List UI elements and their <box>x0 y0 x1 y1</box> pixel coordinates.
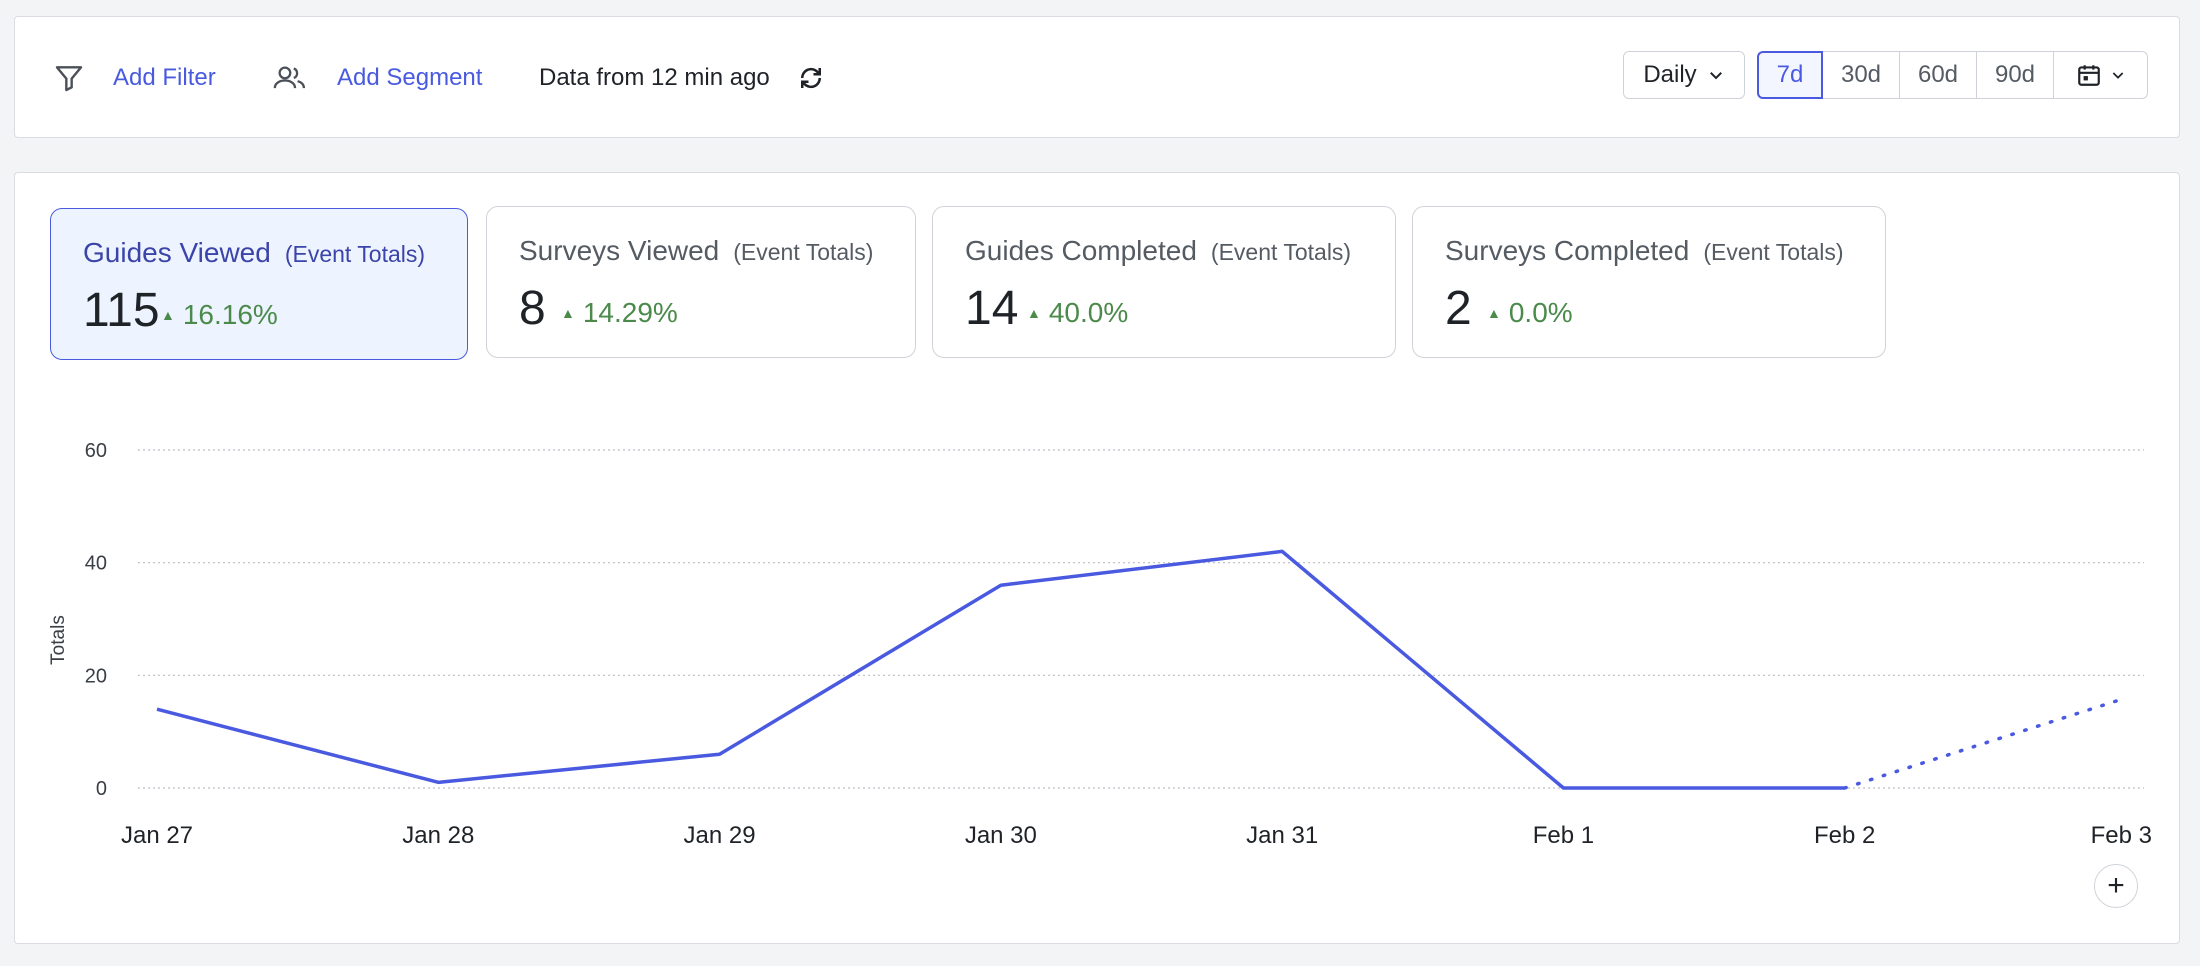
x-tick-label: Feb 2 <box>1814 822 1875 849</box>
card-title-text: Guides Viewed <box>83 237 271 268</box>
period-7d-button[interactable]: 7d <box>1757 51 1823 99</box>
interval-label: Daily <box>1643 61 1697 88</box>
y-tick-label: 20 <box>85 665 107 687</box>
add-filter-button[interactable]: Add Filter <box>53 17 216 139</box>
card-title: Guides Completed (Event Totals) <box>965 235 1351 267</box>
card-subtitle: (Event Totals) <box>1210 239 1352 265</box>
card-delta-value: 0.0% <box>1508 297 1573 328</box>
add-filter-label: Add Filter <box>113 64 216 91</box>
card-title-text: Surveys Completed <box>1445 235 1690 266</box>
x-tick-label: Feb 1 <box>1533 822 1594 849</box>
add-segment-label: Add Segment <box>337 64 483 91</box>
y-tick-label: 40 <box>85 553 107 575</box>
card-subtitle: (Event Totals) <box>733 239 874 265</box>
data-freshness-text: Data from 12 min ago <box>539 64 770 91</box>
period-30d-button[interactable]: 30d <box>1823 51 1900 99</box>
chevron-down-icon <box>1707 66 1725 84</box>
chevron-down-icon <box>2110 67 2126 83</box>
plus-icon: + <box>2107 869 2125 902</box>
card-title: Surveys Completed (Event Totals) <box>1445 235 1844 267</box>
card-delta: ▲ 14.29% <box>561 297 678 329</box>
card-delta: ▲ 16.16% <box>161 299 278 331</box>
x-tick-label: Jan 28 <box>402 822 474 849</box>
data-freshness: Data from 12 min ago <box>539 17 826 139</box>
card-guides-completed[interactable]: Guides Completed (Event Totals) 14 ▲ 40.0% <box>932 206 1396 358</box>
card-title: Surveys Viewed (Event Totals) <box>519 235 873 267</box>
period-60d-button[interactable]: 60d <box>1900 51 1977 99</box>
card-value: 14 <box>965 282 1019 335</box>
card-delta: ▲ 40.0% <box>1027 297 1128 329</box>
refresh-icon[interactable] <box>796 63 826 93</box>
card-title-text: Surveys Viewed <box>519 235 720 266</box>
x-tick-label: Jan 30 <box>965 822 1037 849</box>
card-delta-value: 16.16% <box>182 299 278 330</box>
triangle-up-icon: ▲ <box>1487 305 1501 321</box>
toolbar: Add Filter Add Segment Data from 12 min … <box>14 16 2180 138</box>
users-icon <box>271 62 309 94</box>
series-line-projected <box>1842 696 2128 790</box>
card-value: 2 <box>1445 282 1472 335</box>
triangle-up-icon: ▲ <box>161 307 175 323</box>
y-tick-label: 60 <box>85 440 107 462</box>
calendar-icon <box>2076 62 2102 88</box>
card-surveys-completed[interactable]: Surveys Completed (Event Totals) 2 ▲ 0.0% <box>1412 206 1886 358</box>
card-surveys-viewed[interactable]: Surveys Viewed (Event Totals) 8 ▲ 14.29% <box>486 206 916 358</box>
card-subtitle: (Event Totals) <box>1703 239 1844 265</box>
y-tick-label: 0 <box>96 778 107 800</box>
filter-icon <box>53 62 85 94</box>
triangle-up-icon: ▲ <box>1027 305 1041 321</box>
triangle-up-icon: ▲ <box>561 305 575 321</box>
y-axis-label: Totals <box>48 615 69 665</box>
card-title-text: Guides Completed <box>965 235 1197 266</box>
card-guides-viewed[interactable]: Guides Viewed (Event Totals) 115 ▲ 16.16% <box>50 208 468 360</box>
card-delta: ▲ 0.0% <box>1487 297 1573 329</box>
card-value: 115 <box>83 284 160 337</box>
interval-select[interactable]: Daily <box>1623 51 1745 99</box>
card-title: Guides Viewed (Event Totals) <box>83 237 425 269</box>
x-tick-label: Jan 27 <box>121 822 193 849</box>
card-subtitle: (Event Totals) <box>284 241 426 267</box>
add-segment-button[interactable]: Add Segment <box>271 17 482 139</box>
series-line <box>156 549 1845 790</box>
card-value: 8 <box>519 282 546 335</box>
x-tick-label: Jan 31 <box>1246 822 1318 849</box>
x-tick-label: Feb 3 <box>2091 822 2152 849</box>
period-90d-button[interactable]: 90d <box>1977 51 2054 99</box>
add-annotation-button[interactable]: + <box>2094 864 2138 908</box>
x-tick-label: Jan 29 <box>684 822 756 849</box>
card-delta-value: 40.0% <box>1048 297 1129 328</box>
date-range-picker[interactable] <box>2054 51 2148 99</box>
card-delta-value: 14.29% <box>582 297 678 328</box>
